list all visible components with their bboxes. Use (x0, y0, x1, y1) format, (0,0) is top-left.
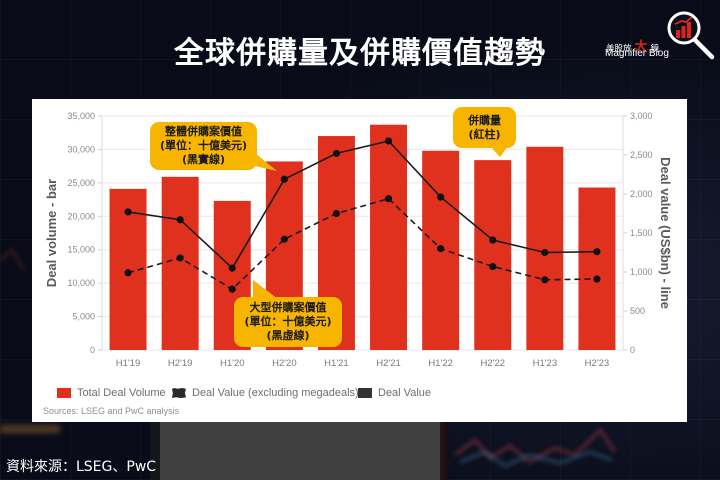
volume-bar[interactable] (578, 187, 616, 350)
data-point[interactable] (541, 248, 549, 257)
callout-total-deal-value: 整體併購案價值 (單位：十億美元) (黑實線) (150, 122, 257, 170)
chart-legend: Total Deal Volume Deal Value (excluding … (32, 386, 687, 402)
x-tick-label: H1'21 (324, 358, 349, 369)
volume-bar[interactable] (370, 124, 408, 350)
left-tick-label: 0 (90, 345, 95, 355)
right-tick-label: 0 (630, 345, 635, 355)
right-tick-label: 1,000 (630, 267, 653, 277)
callout-megadeal-value: 大型併購案價值 (單位：十億美元) (黑虛線) (234, 297, 342, 347)
data-point[interactable] (489, 262, 497, 271)
right-tick-label: 2,500 (630, 150, 653, 160)
logo-cn-suffix: 鏡 (650, 44, 660, 54)
volume-bar[interactable] (526, 146, 564, 350)
brand-logo[interactable]: 美股放大鏡 Magnifier Blog (600, 6, 720, 66)
axes: 0 5,000 10,000 15,000 20,000 25,000 30,000 35,0… (67, 111, 652, 369)
callout-line: 大型併購案價值 (249, 301, 327, 314)
data-point[interactable] (280, 175, 288, 183)
left-tick-label: 30,000 (67, 144, 95, 154)
data-point[interactable] (124, 208, 132, 216)
dark-square-icon (358, 388, 372, 398)
data-point[interactable] (437, 245, 445, 253)
legend-label: Total Deal Volume (77, 387, 166, 399)
right-tick-label: 3,000 (630, 111, 653, 121)
left-axis-title: Deal volume - bar (44, 179, 59, 287)
callout-line: (單位：十億美元) (244, 315, 332, 328)
volume-bar[interactable] (161, 176, 199, 350)
x-tick-label: H2'22 (480, 358, 505, 369)
dashed-line-square-icon (172, 388, 186, 398)
logo-cn-accent: 大 (634, 40, 648, 55)
dashed-line (127, 197, 598, 291)
data-point[interactable] (332, 209, 341, 218)
data-point[interactable] (228, 285, 236, 293)
data-point[interactable] (124, 269, 132, 277)
data-point[interactable] (176, 216, 184, 224)
left-tick-label: 35,000 (67, 111, 95, 121)
callout-line: 併購量 (468, 113, 501, 127)
right-axis-title: Deal value (US$bn) - line (658, 157, 673, 309)
data-point[interactable] (384, 137, 393, 145)
data-point[interactable] (332, 149, 341, 158)
left-tick-label: 10,000 (67, 278, 95, 288)
logo-cn-prefix: 美股放 (606, 44, 632, 54)
x-tick-label: H1'23 (533, 358, 558, 369)
x-tick-label: H1'22 (428, 358, 453, 369)
legend-label: Deal Value (378, 387, 431, 399)
legend-item-total-deal-volume[interactable]: Total Deal Volume (57, 386, 166, 400)
phone-bezel-left (150, 422, 160, 480)
left-tick-label: 5,000 (72, 312, 95, 322)
callout-line: (紅柱) (468, 127, 501, 141)
chart-card: Deal volume - bar Deal value (US$bn) - l… (32, 99, 687, 422)
data-point[interactable] (176, 254, 184, 262)
deal-value-excl-megadeals-series (124, 195, 601, 293)
data-point[interactable] (593, 275, 601, 283)
chart-source-note: Sources: LSEG and PwC analysis (43, 406, 180, 416)
x-tick-label: H1'19 (116, 358, 141, 369)
x-tick-label: H2'20 (272, 358, 297, 369)
combo-chart: Deal volume - bar Deal value (US$bn) - l… (44, 111, 673, 369)
callout-deal-volume: 併購量 (紅柱) (453, 107, 516, 148)
red-square-icon (57, 388, 71, 398)
right-tick-label: 2,000 (630, 189, 653, 199)
data-point[interactable] (437, 193, 445, 201)
right-tick-label: 500 (630, 306, 645, 316)
right-tick-label: 1,500 (630, 228, 653, 238)
solid-line (127, 140, 598, 270)
callout-line: (單位：十億美元) (159, 139, 248, 152)
legend-item-deal-value-excl-megadeals[interactable]: Deal Value (excluding megadeals) (172, 386, 359, 400)
deal-value-series (124, 137, 601, 272)
data-point[interactable] (489, 236, 497, 244)
legend-label: Deal Value (excluding megadeals) (192, 387, 359, 399)
x-tick-label: H2'23 (585, 358, 610, 369)
x-tick-label: H1'20 (220, 358, 245, 369)
volume-bar[interactable] (474, 160, 512, 350)
data-point[interactable] (228, 264, 236, 272)
legend-item-deal-value[interactable]: Deal Value (358, 386, 431, 400)
left-tick-label: 25,000 (67, 178, 95, 188)
callout-line: (黑虛線) (266, 329, 310, 342)
x-tick-label: H2'19 (168, 358, 193, 369)
footer-source: 資料來源：LSEG、PwC (6, 459, 157, 475)
callout-line: 整體併購案價值 (165, 125, 242, 138)
left-tick-label: 15,000 (67, 245, 95, 255)
data-point[interactable] (541, 276, 549, 284)
data-point[interactable] (384, 195, 393, 203)
logo-chinese-text: 美股放大鏡 (606, 36, 659, 55)
data-point[interactable] (280, 235, 288, 243)
logo-english-text: Magnifier Blog (605, 48, 669, 59)
callout-line: (黑實線) (181, 153, 226, 166)
page-title: 全球併購量及併購價值趨勢 (174, 36, 546, 71)
magnifier-chart-icon (667, 11, 715, 60)
x-tick-label: H2'21 (376, 358, 401, 369)
data-point[interactable] (593, 248, 601, 256)
phone-bezel-right (440, 422, 449, 480)
phone-screen-background (160, 422, 440, 480)
left-tick-label: 20,000 (67, 211, 95, 221)
